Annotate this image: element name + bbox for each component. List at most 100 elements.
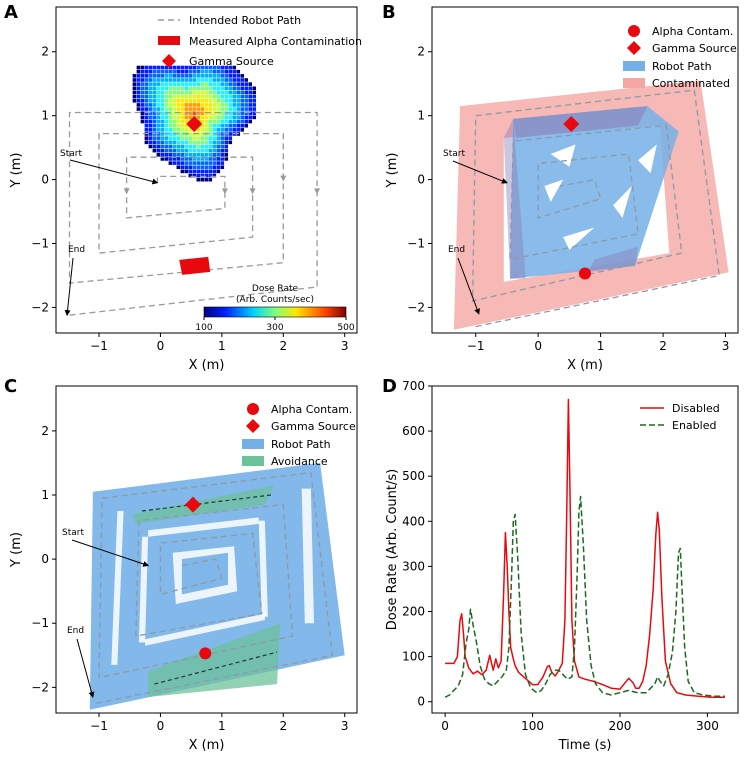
intended-robot-path bbox=[68, 111, 318, 316]
axes-frame bbox=[431, 385, 739, 714]
dose-map-cell bbox=[144, 111, 149, 116]
dose-map-cell bbox=[212, 86, 217, 91]
dose-map-cell bbox=[224, 157, 229, 161]
dose-map-cell bbox=[172, 119, 177, 124]
x-axis-label: X (m) bbox=[189, 738, 225, 753]
dose-map-cell bbox=[196, 144, 201, 149]
dose-map-cell bbox=[160, 90, 165, 95]
dose-map-cell bbox=[204, 69, 209, 74]
dose-map-cell bbox=[244, 119, 249, 124]
path-gap bbox=[111, 511, 124, 665]
dose-map-cell bbox=[192, 74, 197, 78]
dose-map-cell bbox=[196, 169, 201, 174]
dose-map-cell bbox=[168, 69, 173, 74]
dose-map-cell bbox=[200, 69, 205, 74]
dose-map-cell bbox=[240, 128, 245, 132]
dose-map-cell bbox=[176, 152, 181, 157]
dose-map-cell bbox=[204, 82, 209, 86]
dose-map-cell bbox=[188, 111, 193, 116]
dose-map-cell bbox=[160, 148, 165, 153]
dose-map-cell bbox=[160, 107, 165, 111]
dose-map-cell bbox=[164, 82, 169, 86]
dose-map-cell bbox=[156, 90, 161, 95]
dose-map-cell bbox=[212, 161, 217, 165]
dose-map-cell bbox=[208, 157, 213, 161]
dose-map-cell bbox=[200, 94, 205, 99]
dose-map-cell bbox=[164, 144, 169, 149]
dose-map-cell bbox=[244, 82, 249, 86]
dose-map-cell bbox=[136, 103, 141, 107]
y-tick-label: 0 bbox=[417, 173, 425, 187]
dose-map-cell bbox=[160, 74, 165, 78]
end-annotation-label: End bbox=[68, 245, 85, 255]
dose-map-cell bbox=[216, 115, 221, 120]
dose-map-cell bbox=[224, 94, 229, 99]
legend-swatch-gamma bbox=[162, 54, 176, 68]
x-tick-label: 0 bbox=[157, 339, 165, 353]
dose-map-cell bbox=[172, 144, 177, 149]
dose-map-cell bbox=[192, 136, 197, 140]
dose-map-cell bbox=[164, 103, 169, 107]
dose-map-cell bbox=[144, 128, 149, 132]
dose-map-cell bbox=[136, 69, 141, 74]
dose-map-cell bbox=[184, 152, 189, 157]
alpha-contamination-marker bbox=[199, 647, 212, 660]
panel-a: Start End Intended Robot Path Measured Alph… bbox=[9, 6, 362, 373]
dose-map-cell bbox=[180, 103, 185, 107]
dose-map-cell bbox=[228, 98, 233, 103]
end-annotation-label: End bbox=[448, 245, 465, 255]
dose-map-cell bbox=[184, 74, 189, 78]
gamma-source-marker bbox=[184, 496, 201, 513]
dose-map-cell bbox=[164, 157, 169, 161]
dose-map-cell bbox=[220, 128, 225, 132]
dose-map-cell bbox=[184, 103, 189, 107]
dose-map-cell bbox=[168, 78, 173, 82]
x-tick-label: 3 bbox=[341, 339, 349, 353]
dose-map-cell bbox=[232, 98, 237, 103]
dose-map-cell bbox=[148, 69, 153, 74]
dose-map-cell bbox=[192, 69, 197, 74]
legend-label-enabled: Enabled bbox=[672, 419, 716, 432]
dose-map-cell bbox=[228, 65, 233, 70]
dose-map-cell bbox=[196, 148, 201, 153]
dose-map-cell bbox=[164, 69, 169, 74]
dose-map-cell bbox=[232, 78, 237, 82]
dose-map-cell bbox=[140, 111, 145, 116]
dose-map-cell bbox=[168, 123, 173, 128]
dose-map-cell bbox=[208, 107, 213, 111]
dose-map-cell bbox=[200, 74, 205, 78]
dose-map-cell bbox=[240, 123, 245, 128]
legend-label-robot-path: Robot Path bbox=[652, 60, 712, 73]
y-tick-label: 0 bbox=[41, 173, 49, 187]
dose-map-cell bbox=[220, 161, 225, 165]
dose-map-cell bbox=[176, 115, 181, 120]
dose-map-cell bbox=[164, 111, 169, 116]
dose-map-cell bbox=[156, 107, 161, 111]
dose-map-cell bbox=[216, 144, 221, 149]
dose-map-cell bbox=[172, 86, 177, 91]
y-axis-label: Dose Rate (Arb. Count/s) bbox=[385, 469, 400, 630]
dose-map-cell bbox=[228, 115, 233, 120]
dose-map-cell bbox=[180, 148, 185, 153]
dose-map-cell bbox=[236, 94, 241, 99]
dose-map-cell bbox=[144, 98, 149, 103]
dose-map-cell bbox=[184, 157, 189, 161]
dose-map-cell bbox=[236, 115, 241, 120]
dose-map-cell bbox=[196, 90, 201, 95]
dose-map-cell bbox=[140, 74, 145, 78]
dose-map-cell bbox=[164, 90, 169, 95]
dose-map-cell bbox=[212, 165, 217, 170]
dose-map-cell bbox=[236, 98, 241, 103]
dose-map-cell bbox=[136, 65, 141, 70]
dose-map-cell bbox=[184, 136, 189, 140]
y-axis-label: Y (m) bbox=[9, 532, 24, 568]
dose-map-cell bbox=[140, 65, 145, 70]
dose-map-cell bbox=[212, 123, 217, 128]
dose-map-cell bbox=[236, 74, 241, 78]
dose-map-cell bbox=[176, 161, 181, 165]
x-axis-label: X (m) bbox=[189, 358, 225, 373]
dose-map-cell bbox=[204, 152, 209, 157]
y-tick-label: 400 bbox=[402, 514, 425, 528]
start-annotation-label: Start bbox=[443, 149, 465, 159]
dose-map-cell bbox=[220, 65, 225, 70]
